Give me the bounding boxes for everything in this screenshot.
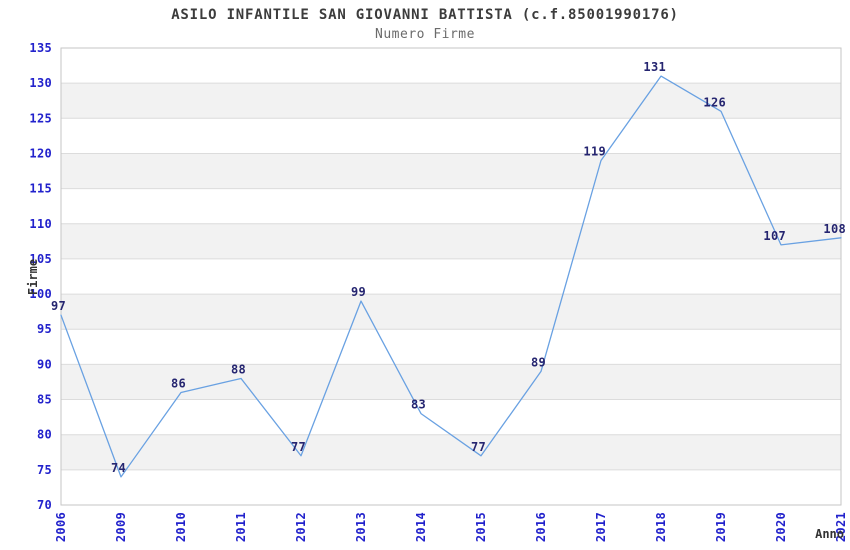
value-label: 131 xyxy=(643,60,666,74)
value-label: 99 xyxy=(351,285,366,299)
chart-subtitle: Numero Firme xyxy=(375,27,475,42)
x-tick-label: 2009 xyxy=(114,512,128,542)
value-label: 107 xyxy=(763,229,786,243)
plot-border xyxy=(60,47,842,506)
y-tick-label: 115 xyxy=(29,182,52,196)
x-tick-label: 2013 xyxy=(354,512,368,542)
zebra-band xyxy=(61,364,841,400)
x-tick-label: 2021 xyxy=(834,512,848,542)
y-axis-title: Firme xyxy=(26,258,40,296)
x-tick-label: 2012 xyxy=(294,512,308,542)
x-tick-label: 2011 xyxy=(234,512,248,542)
zebra-band xyxy=(61,153,841,189)
y-tick-label: 135 xyxy=(29,41,52,55)
x-tick-label: 2020 xyxy=(774,512,788,542)
y-tick-label: 80 xyxy=(37,428,52,442)
y-tick-label: 95 xyxy=(37,322,52,336)
y-tick-label: 120 xyxy=(29,146,52,160)
x-tick-label: 2015 xyxy=(474,512,488,542)
value-label: 89 xyxy=(531,355,546,369)
x-tick-label: 2017 xyxy=(594,512,608,542)
x-tick-label: 2014 xyxy=(414,512,428,542)
value-label: 108 xyxy=(823,222,846,236)
value-label: 126 xyxy=(703,95,726,109)
value-label: 77 xyxy=(471,440,486,454)
y-tick-label: 90 xyxy=(37,357,52,371)
x-axis-title: Anno xyxy=(815,527,844,541)
chart-title: ASILO INFANTILE SAN GIOVANNI BATTISTA (c… xyxy=(171,7,679,23)
x-tick-label: 2010 xyxy=(174,512,188,542)
value-label: 97 xyxy=(51,299,66,313)
value-label: 83 xyxy=(411,398,426,412)
x-tick-label: 2018 xyxy=(654,512,668,542)
value-label: 74 xyxy=(111,461,126,475)
value-label: 86 xyxy=(171,377,186,391)
x-tick-label: 2019 xyxy=(714,512,728,542)
y-tick-label: 85 xyxy=(37,393,52,407)
y-tick-label: 130 xyxy=(29,76,52,90)
zebra-band xyxy=(61,294,841,330)
zebra-band xyxy=(61,434,841,470)
value-label: 119 xyxy=(583,144,606,158)
y-tick-label: 105 xyxy=(29,252,52,266)
zebra-band xyxy=(61,223,841,259)
x-tick-label: 2006 xyxy=(54,512,68,542)
y-tick-label: 125 xyxy=(29,111,52,125)
value-label: 88 xyxy=(231,362,246,376)
series-line xyxy=(60,75,842,478)
y-tick-label: 75 xyxy=(37,463,52,477)
x-tick-label: 2016 xyxy=(534,512,548,542)
y-tick-label: 110 xyxy=(29,217,52,231)
value-label: 77 xyxy=(291,440,306,454)
y-tick-label: 100 xyxy=(29,287,52,301)
zebra-band xyxy=(61,83,841,119)
y-tick-label: 70 xyxy=(37,498,52,512)
